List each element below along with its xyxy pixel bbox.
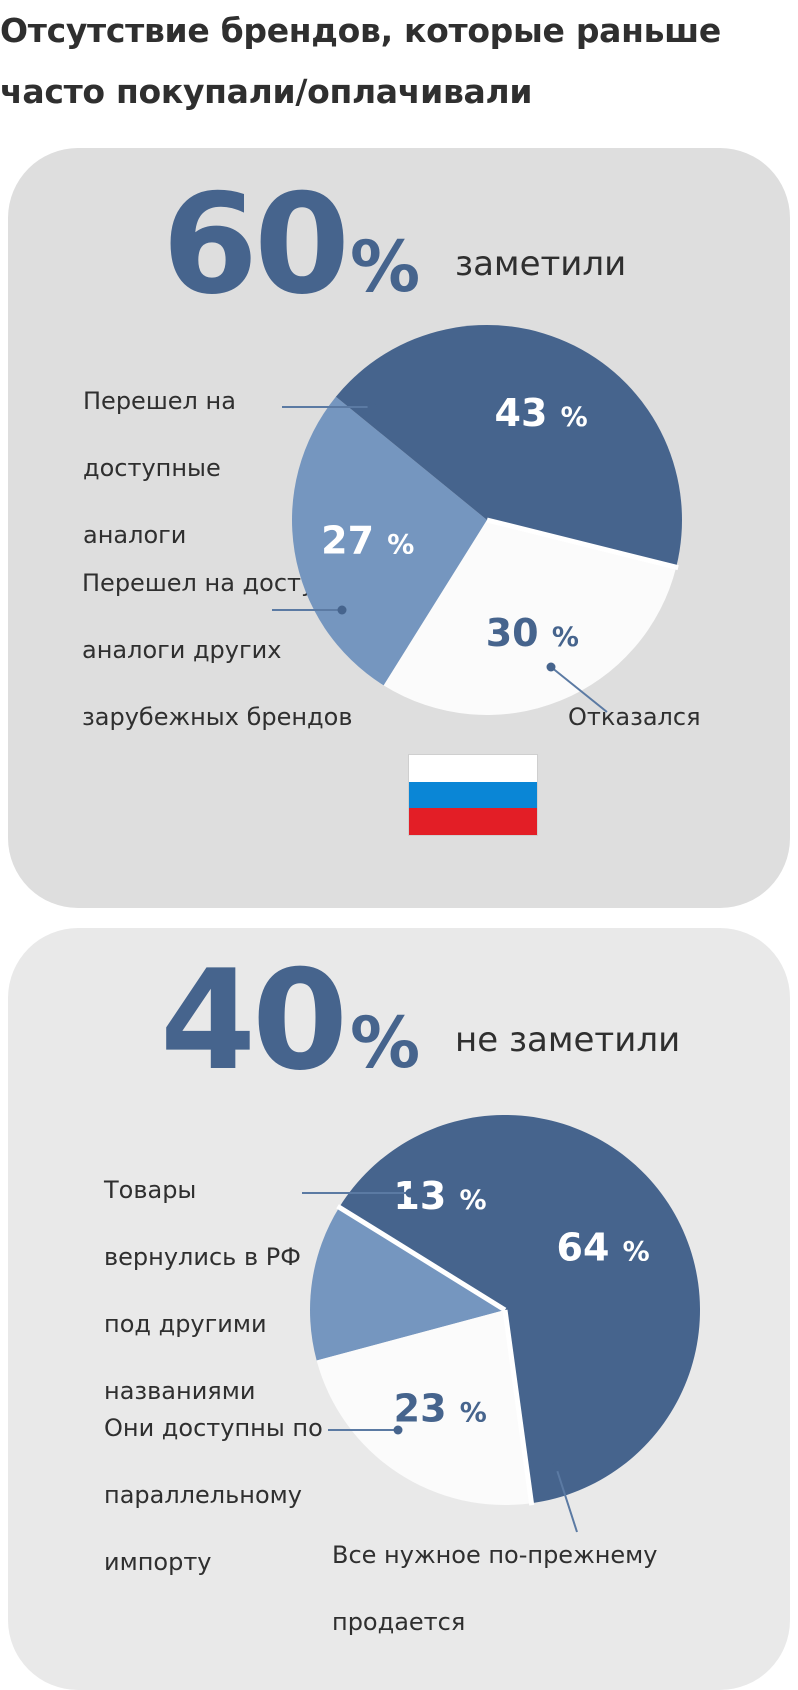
pie1-leader-dot-0: [367, 402, 377, 412]
russia-flag-icon: [408, 754, 538, 836]
pie2-label-parallel-import: Они доступны по параллельному импорту: [104, 1414, 323, 1576]
page-title: Отсутствие брендов, которые раньше часто…: [0, 11, 722, 111]
pie1-separator-1: [486, 517, 679, 571]
noticed-share-value: 60: [162, 164, 350, 325]
pie1-label-refused: Отказался: [568, 703, 701, 731]
flag-stripe-red: [409, 808, 537, 835]
pie1-leader-dot-1: [546, 662, 556, 672]
pie2-slice-1: [339, 1115, 700, 1504]
flag-stripe-blue: [409, 781, 537, 809]
pie2-slice-0: [310, 1207, 505, 1361]
not-noticed-share-unit: %: [350, 1002, 421, 1084]
not-noticed-share-value: 40: [160, 940, 348, 1101]
pie2-label-still-sold: Все нужное по-прежнему продается: [332, 1541, 658, 1636]
pie1-label-analogs: Перешел на доступные аналоги: [83, 387, 236, 549]
pie1-leader-line-1: [550, 666, 608, 713]
not-noticed-caption: не заметили: [455, 1020, 681, 1060]
pie2-slice-2: [316, 1310, 532, 1505]
flag-stripe-white: [409, 755, 537, 782]
pie1-leader-dot-2: [337, 605, 347, 615]
pie2-label-renamed: Товары вернулись в РФ под другими назван…: [104, 1176, 301, 1405]
pie2-separator-0: [336, 1204, 507, 1313]
pie2-leader-dot-0: [405, 1188, 415, 1198]
pie2-leader-line-1: [555, 1466, 578, 1533]
pie2-leader-dot-2: [393, 1425, 403, 1435]
pie1-slice-2: [383, 520, 677, 715]
noticed-share-unit: %: [350, 226, 421, 308]
pie1-slice-1: [335, 325, 682, 568]
pie2-separator-1: [502, 1309, 535, 1506]
pie2-leader-dot-1: [551, 1462, 561, 1472]
noticed-caption: заметили: [455, 244, 627, 284]
